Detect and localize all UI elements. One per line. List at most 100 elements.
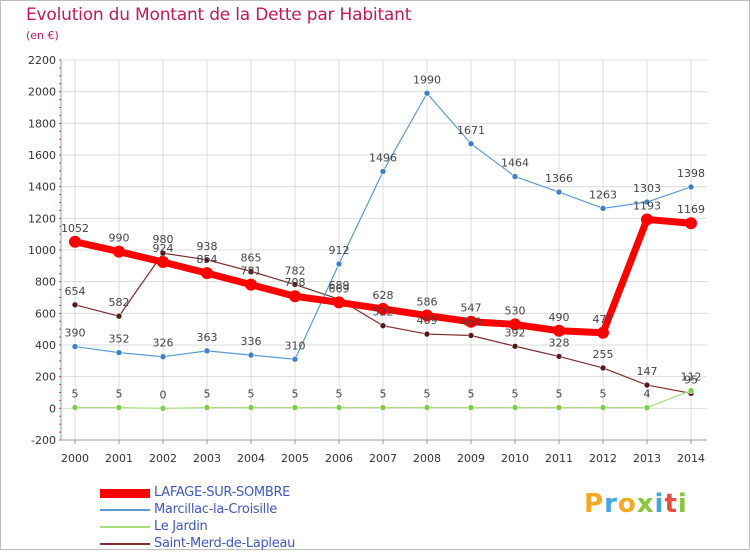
logo-letter: r [604, 489, 618, 519]
data-label: 586 [417, 296, 438, 309]
data-label: 1671 [457, 124, 485, 137]
data-label: 781 [241, 265, 262, 278]
chart-title: Evolution du Montant de la Dette par Hab… [26, 5, 412, 25]
data-label: 328 [549, 336, 570, 349]
data-point [555, 404, 563, 411]
data-point [597, 326, 609, 339]
data-point [465, 315, 477, 328]
data-label: 255 [593, 348, 614, 361]
logo-letter: i [677, 489, 688, 519]
data-point [115, 349, 123, 356]
data-point [159, 353, 167, 361]
data-point [641, 213, 653, 226]
legend-swatch [100, 509, 150, 511]
data-point [291, 404, 299, 411]
data-label: 5 [512, 388, 519, 401]
logo-letter: P [584, 489, 605, 519]
y-tick-label: 0 [49, 402, 56, 415]
data-point [599, 205, 607, 212]
legend-swatch [100, 543, 150, 545]
data-label: 352 [109, 333, 130, 346]
x-tick-label: 2001 [105, 452, 133, 465]
data-label: 95 [684, 373, 698, 386]
data-label: 490 [549, 311, 570, 324]
x-tick-label: 2000 [61, 452, 89, 465]
x-tick-label: 2003 [193, 452, 221, 465]
data-label: 112 [681, 371, 702, 384]
data-label: 1052 [61, 222, 89, 235]
data-point [71, 301, 79, 309]
logo-letter: i [654, 489, 665, 519]
data-point [201, 267, 213, 280]
data-label: 0 [160, 388, 167, 401]
data-label: 5 [600, 388, 607, 401]
data-point [69, 235, 81, 248]
legend-item: Saint-Merd-de-Lapleau [100, 536, 400, 553]
data-point [113, 245, 125, 258]
data-label: 5 [336, 388, 343, 401]
data-label: 460 [461, 316, 482, 329]
y-tick-label: 1600 [28, 149, 56, 162]
data-label: 5 [468, 388, 475, 401]
data-point [115, 312, 123, 320]
data-label: 363 [197, 331, 218, 344]
data-point [379, 404, 387, 411]
logo-letter: x [636, 489, 655, 519]
data-label: 1169 [677, 203, 705, 216]
y-tick-label: 1400 [28, 181, 56, 194]
data-point [159, 405, 167, 412]
data-label: 477 [593, 313, 614, 326]
legend-item: Marcillac-la-Croisille [100, 502, 400, 519]
data-point [379, 322, 387, 329]
data-point [687, 387, 695, 394]
data-point [511, 404, 519, 411]
data-point [685, 217, 697, 230]
data-label: 390 [65, 327, 86, 340]
data-point [421, 309, 433, 322]
legend-label: LAFAGE-SUR-SOMBRE [154, 485, 291, 500]
data-point [599, 404, 607, 411]
data-label: 990 [109, 232, 130, 245]
data-label: 1193 [633, 199, 661, 212]
data-label: 5 [292, 388, 299, 401]
data-point [643, 198, 651, 206]
data-label: 469 [417, 314, 438, 327]
logo-letter: o [617, 489, 637, 519]
data-point [115, 404, 123, 411]
x-tick-label: 2010 [501, 452, 529, 465]
data-point [335, 260, 343, 268]
data-point [467, 404, 475, 411]
legend-label: Marcillac-la-Croisille [154, 502, 278, 517]
legend: LAFAGE-SUR-SOMBRE Marcillac-la-Croisille L… [100, 485, 400, 553]
data-point [203, 256, 211, 264]
legend-label: Le Jardin [154, 519, 208, 534]
data-point [289, 290, 301, 303]
data-label: 336 [241, 335, 262, 348]
legend-item: LAFAGE-SUR-SOMBRE [100, 485, 400, 502]
data-label: 1366 [545, 172, 573, 185]
data-point [291, 281, 299, 288]
data-point [377, 302, 389, 315]
data-label: 310 [285, 339, 306, 352]
data-point [643, 404, 651, 412]
data-point [247, 268, 255, 275]
y-tick-label: 200 [35, 371, 56, 384]
data-point [643, 381, 651, 389]
data-label: 1496 [369, 151, 397, 164]
data-label: 1398 [677, 167, 705, 180]
data-point [509, 318, 521, 331]
data-label: 5 [204, 388, 211, 401]
data-point [467, 140, 475, 148]
legend-item: Le Jardin [100, 519, 400, 536]
x-tick-label: 2012 [589, 452, 617, 465]
data-point [335, 404, 343, 411]
data-label: 1263 [589, 188, 617, 201]
data-point [333, 296, 345, 309]
y-tick-label: 800 [35, 276, 56, 289]
y-tick-label: 2000 [28, 86, 56, 99]
data-point [511, 342, 519, 350]
x-tick-label: 2013 [633, 452, 661, 465]
legend-label: Saint-Merd-de-Lapleau [154, 536, 296, 551]
data-label: 5 [116, 388, 123, 401]
